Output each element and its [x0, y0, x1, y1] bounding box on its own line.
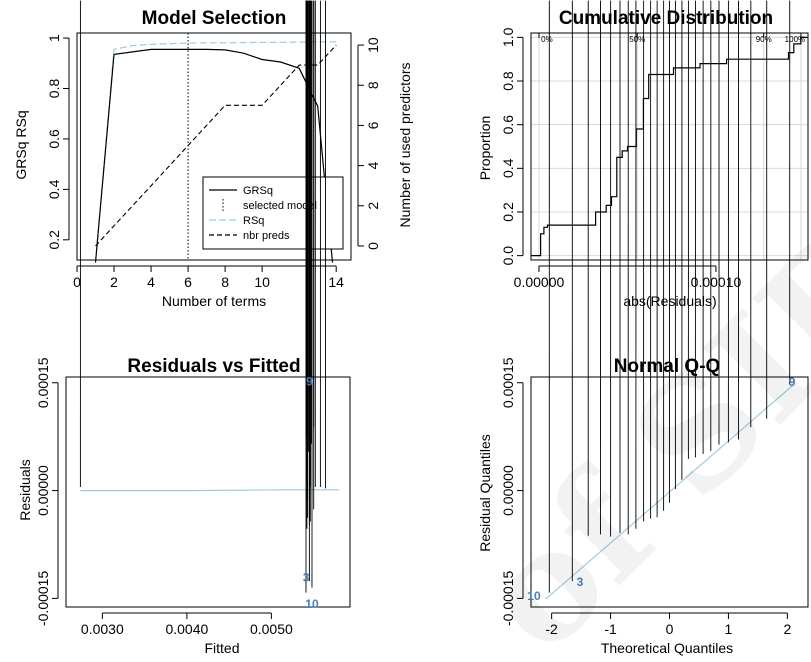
model-selection-ytick-label: 0.6 — [46, 129, 62, 149]
model-selection-xtick-label: 10 — [254, 274, 270, 290]
model-selection-y2tick-label: 10 — [365, 37, 381, 53]
cumulative-ytick-label: 0.2 — [500, 202, 516, 222]
model-selection-y2label: Number of used predictors — [397, 63, 413, 228]
qq-xtick-label: 1 — [725, 621, 733, 637]
model-selection-title: Model Selection — [142, 8, 287, 29]
model-selection-xtick-label: 0 — [73, 274, 81, 290]
model-selection-xtick-label: 6 — [184, 274, 192, 290]
qq-xtick-label: 2 — [783, 621, 791, 637]
model-selection-y2tick-label: 0 — [365, 242, 381, 250]
nbr-preds-series-line — [95, 44, 337, 247]
cumulative-percentile-label: 0% — [541, 35, 553, 44]
residuals-vs-fitted-title: Residuals vs Fitted — [127, 356, 300, 377]
residuals-smooth-line — [80, 489, 339, 492]
model-selection-xlabel: Number of terms — [162, 293, 266, 309]
residuals-vs-fitted-panel: Residuals vs Fitted Fitted Residuals -0.… — [17, 0, 351, 656]
qq-xtick-label: 0 — [666, 621, 674, 637]
model-selection-xtick-label: 4 — [147, 274, 155, 290]
model-selection-y2tick-label: 6 — [365, 121, 381, 129]
residuals-point-label: 3 — [303, 571, 310, 585]
cumulative-percentile-label: 50% — [629, 35, 645, 44]
model-selection-legend-label: nbr preds — [243, 230, 290, 242]
model-selection-legend-box — [202, 176, 344, 250]
model-selection-ytick-label: 0.4 — [46, 179, 62, 199]
qq-ytick-label: 0.00000 — [500, 465, 516, 516]
qq-ytick-label: 0.00015 — [500, 357, 516, 408]
model-selection-xtick-label: 8 — [221, 274, 229, 290]
cumulative-ytick-label: 0.6 — [500, 115, 516, 135]
model-selection-y2tick-label: 4 — [365, 161, 381, 169]
residuals-vs-fitted-xlabel: Fitted — [204, 640, 239, 656]
model-selection-panel: Model Selection Number of terms GRSq RSq… — [13, 8, 413, 309]
qq-xtick-label: -1 — [604, 621, 617, 637]
cumulative-percentile-label: 90% — [756, 35, 772, 44]
rsq-series-line — [94, 41, 337, 263]
model-selection-y2tick-label: 8 — [365, 81, 381, 89]
cumulative-step-line — [531, 36, 808, 257]
model-selection-ylabel: GRSq RSq — [13, 110, 29, 179]
residuals-ytick-label: -0.00015 — [35, 571, 51, 626]
model-selection-legend-label: RSq — [243, 215, 264, 227]
cumulative-xtick-label: 0.00000 — [514, 274, 565, 290]
residuals-xtick-label: 0.0050 — [250, 621, 293, 637]
normal-qq-xlabel: Theoretical Quantiles — [601, 640, 733, 656]
normal-qq-panel: Normal Q-Q Theoretical Quantiles Residua… — [477, 0, 809, 656]
qq-xtick-label: -2 — [545, 621, 558, 637]
model-selection-xtick-label: 2 — [110, 274, 118, 290]
model-selection-plot-frame — [76, 32, 352, 261]
residuals-point-label: 9 — [306, 374, 313, 388]
model-selection-legend-label: selected model — [243, 200, 317, 212]
cumulative-distribution-xlabel: abs(Residuals) — [623, 293, 716, 309]
cumulative-distribution-ylabel: Proportion — [477, 116, 493, 181]
normal-qq-title: Normal Q-Q — [614, 356, 721, 377]
cumulative-ytick-label: 1.0 — [500, 27, 516, 47]
cumulative-ytick-label: 0.4 — [500, 158, 516, 178]
model-selection-legend-label: GRSq — [243, 185, 273, 197]
normal-qq-ylabel: Residual Quantiles — [477, 434, 493, 552]
residuals-point-label: 10 — [305, 597, 319, 611]
residuals-ytick-label: 0.00000 — [35, 465, 51, 516]
residuals-ytick-label: 0.00015 — [35, 357, 51, 408]
model-selection-ytick-label: 0.2 — [46, 230, 62, 250]
cumulative-ytick-label: 0.8 — [500, 71, 516, 91]
residuals-xtick-label: 0.0030 — [81, 621, 124, 637]
model-selection-xtick-label: 14 — [328, 274, 344, 290]
qq-ytick-label: -0.00015 — [500, 571, 516, 626]
residuals-plot-frame — [65, 376, 351, 608]
cumulative-ytick-label: 0.0 — [500, 246, 516, 266]
qq-point-label: 10 — [527, 589, 541, 603]
cumulative-percentile-label: 100% — [785, 35, 805, 44]
residuals-vs-fitted-ylabel: Residuals — [17, 459, 33, 520]
model-selection-ytick-label: 1 — [46, 34, 62, 42]
grsq-series-line — [94, 48, 334, 263]
residuals-xtick-label: 0.0040 — [165, 621, 208, 637]
cumulative-distribution-title: Cumulative Distribution — [559, 8, 773, 29]
model-selection-ytick-label: 0.8 — [46, 79, 62, 99]
qq-point-label: 9 — [789, 375, 796, 389]
model-selection-y2tick-label: 2 — [365, 202, 381, 210]
qq-point-label: 3 — [577, 575, 584, 589]
